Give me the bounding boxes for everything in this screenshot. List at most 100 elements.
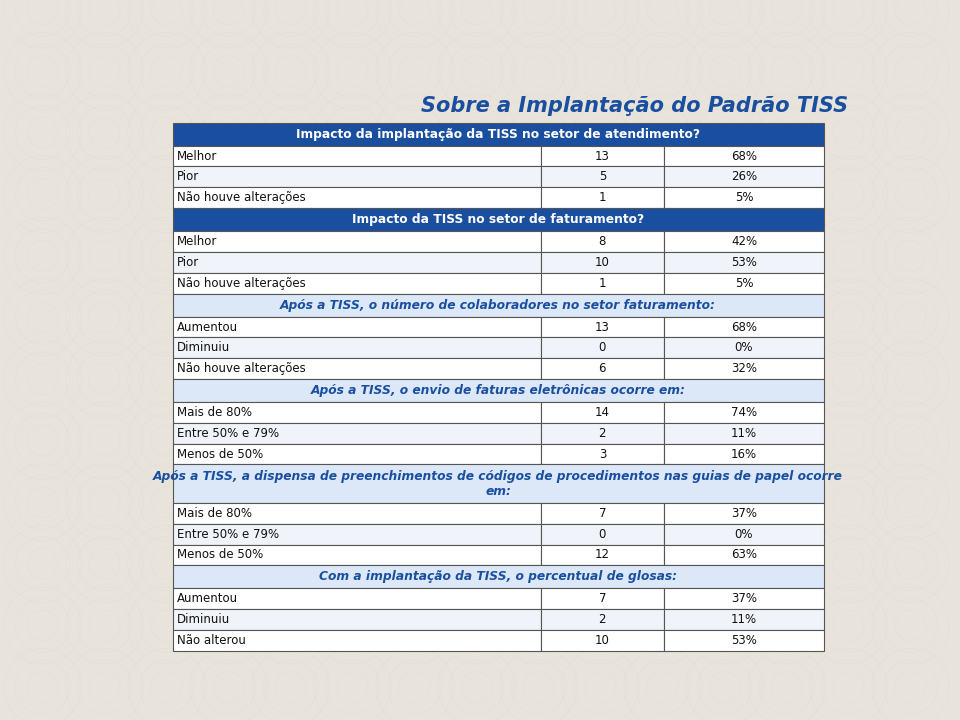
Bar xyxy=(540,166,664,187)
Text: 1: 1 xyxy=(599,192,606,204)
Bar xyxy=(173,464,824,503)
Bar xyxy=(173,187,540,208)
Text: Não alterou: Não alterou xyxy=(178,634,246,647)
Bar xyxy=(664,231,824,252)
Text: 37%: 37% xyxy=(731,507,756,520)
Text: Não houve alterações: Não houve alterações xyxy=(178,362,306,375)
Bar xyxy=(173,122,824,145)
Text: Menos de 50%: Menos de 50% xyxy=(178,549,264,562)
Bar xyxy=(173,166,540,187)
Text: Entre 50% e 79%: Entre 50% e 79% xyxy=(178,427,279,440)
Bar xyxy=(540,402,664,423)
Bar xyxy=(173,503,540,523)
Bar xyxy=(173,359,540,379)
Bar xyxy=(173,317,540,338)
Bar xyxy=(173,338,540,359)
Text: Não houve alterações: Não houve alterações xyxy=(178,192,306,204)
Text: 37%: 37% xyxy=(731,593,756,606)
Bar xyxy=(540,252,664,273)
Bar xyxy=(540,544,664,565)
Text: 53%: 53% xyxy=(731,256,756,269)
Text: 12: 12 xyxy=(595,549,610,562)
Text: Sobre a Implantação do Padrão TISS: Sobre a Implantação do Padrão TISS xyxy=(421,96,849,116)
Bar xyxy=(664,166,824,187)
Text: 11%: 11% xyxy=(731,427,757,440)
Text: 7: 7 xyxy=(599,593,606,606)
Text: 7: 7 xyxy=(599,507,606,520)
Bar xyxy=(173,523,540,544)
Text: 13: 13 xyxy=(595,320,610,333)
Bar xyxy=(173,423,540,444)
Text: Diminuiu: Diminuiu xyxy=(178,341,230,354)
Bar xyxy=(664,544,824,565)
Text: 5%: 5% xyxy=(734,192,754,204)
Bar xyxy=(540,273,664,294)
Text: Mais de 80%: Mais de 80% xyxy=(178,507,252,520)
Text: 74%: 74% xyxy=(731,406,757,419)
Bar xyxy=(664,187,824,208)
Text: 2: 2 xyxy=(599,613,606,626)
Bar xyxy=(173,145,540,166)
Text: 13: 13 xyxy=(595,150,610,163)
Text: 10: 10 xyxy=(595,634,610,647)
Bar xyxy=(664,317,824,338)
Bar xyxy=(173,565,824,588)
Bar xyxy=(664,252,824,273)
Text: Entre 50% e 79%: Entre 50% e 79% xyxy=(178,528,279,541)
Bar xyxy=(664,402,824,423)
Text: 32%: 32% xyxy=(731,362,756,375)
Bar xyxy=(173,294,824,317)
Bar xyxy=(173,609,540,630)
Text: 8: 8 xyxy=(599,235,606,248)
Text: Aumentou: Aumentou xyxy=(178,320,238,333)
Text: Impacto da implantação da TISS no setor de atendimento?: Impacto da implantação da TISS no setor … xyxy=(297,127,700,140)
Text: Melhor: Melhor xyxy=(178,235,218,248)
Bar xyxy=(540,503,664,523)
Text: 0%: 0% xyxy=(734,528,754,541)
Text: 0: 0 xyxy=(599,528,606,541)
Bar xyxy=(540,423,664,444)
Text: 6: 6 xyxy=(599,362,606,375)
Text: 3: 3 xyxy=(599,448,606,461)
Text: 16%: 16% xyxy=(731,448,757,461)
Text: 42%: 42% xyxy=(731,235,757,248)
Bar xyxy=(540,317,664,338)
Bar xyxy=(664,338,824,359)
Text: Após a TISS, o número de colaboradores no setor faturamento:: Após a TISS, o número de colaboradores n… xyxy=(280,299,716,312)
Text: 53%: 53% xyxy=(731,634,756,647)
Text: 26%: 26% xyxy=(731,171,757,184)
Bar xyxy=(664,359,824,379)
Text: Pior: Pior xyxy=(178,256,200,269)
Bar xyxy=(173,273,540,294)
Bar xyxy=(540,630,664,651)
Bar xyxy=(540,187,664,208)
Bar xyxy=(540,338,664,359)
Text: Aumentou: Aumentou xyxy=(178,593,238,606)
Bar xyxy=(540,588,664,609)
Bar xyxy=(540,444,664,464)
Bar xyxy=(173,208,824,231)
Text: Não houve alterações: Não houve alterações xyxy=(178,276,306,289)
Bar xyxy=(664,273,824,294)
Bar xyxy=(540,145,664,166)
Bar xyxy=(540,609,664,630)
Bar xyxy=(173,630,540,651)
Text: 14: 14 xyxy=(595,406,610,419)
Text: 11%: 11% xyxy=(731,613,757,626)
Bar xyxy=(173,379,824,402)
Text: 5: 5 xyxy=(599,171,606,184)
Text: Mais de 80%: Mais de 80% xyxy=(178,406,252,419)
Text: 10: 10 xyxy=(595,256,610,269)
Text: 0%: 0% xyxy=(734,341,754,354)
Bar xyxy=(664,588,824,609)
Text: 1: 1 xyxy=(599,276,606,289)
Text: 63%: 63% xyxy=(731,549,756,562)
Bar xyxy=(540,231,664,252)
Text: Menos de 50%: Menos de 50% xyxy=(178,448,264,461)
Text: Após a TISS, a dispensa de preenchimentos de códigos de procedimentos nas guias : Após a TISS, a dispensa de preenchimento… xyxy=(154,469,843,498)
Text: 2: 2 xyxy=(599,427,606,440)
Text: Melhor: Melhor xyxy=(178,150,218,163)
Text: Impacto da TISS no setor de faturamento?: Impacto da TISS no setor de faturamento? xyxy=(352,213,644,226)
Bar xyxy=(664,145,824,166)
Bar xyxy=(664,609,824,630)
